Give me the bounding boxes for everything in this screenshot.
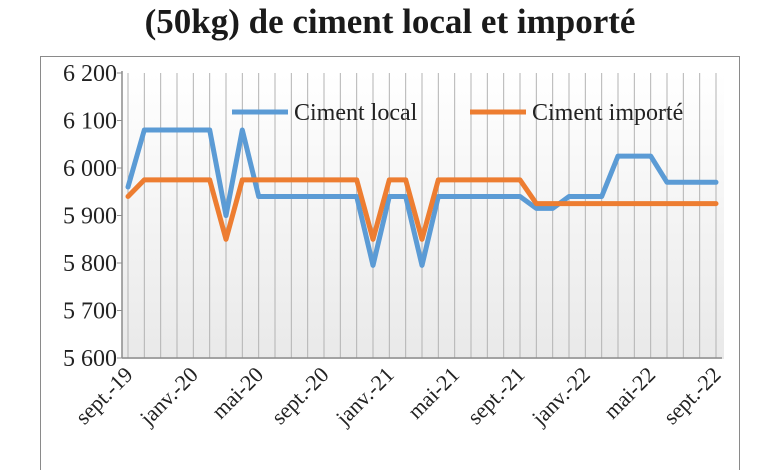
x-tick-label: sept.-22 <box>658 362 725 429</box>
y-tick-label: 6 200 <box>63 61 117 87</box>
y-tick-label: 6 000 <box>63 156 117 182</box>
chart-frame <box>40 56 740 470</box>
legend: Ciment local Ciment importé <box>232 100 683 126</box>
y-tick-label: 5 700 <box>63 299 117 325</box>
legend-label: Ciment importé <box>532 100 683 126</box>
series-line <box>125 127 719 268</box>
x-tick-label: janv.-22 <box>526 362 595 431</box>
y-tick-label: 5 600 <box>63 346 117 372</box>
y-tick-label: 5 900 <box>63 204 117 230</box>
axes <box>117 71 722 359</box>
x-tick-label: sept.-20 <box>266 362 333 429</box>
plot-area <box>122 73 724 359</box>
y-tick-labels: 5 600 5 700 5 800 5 900 6 000 6 100 6 200 <box>63 61 117 372</box>
x-tick-label: sept.-21 <box>462 362 529 429</box>
x-tick-label: mai-22 <box>598 362 660 424</box>
y-tick-label: 6 100 <box>63 109 117 135</box>
legend-label: Ciment local <box>294 100 418 126</box>
x-tick-label: mai-20 <box>206 362 268 424</box>
chart-title: (50kg) de ciment local et importé <box>144 2 636 41</box>
series-lines <box>125 127 719 268</box>
series-line <box>125 177 719 242</box>
x-tick-label: janv.-21 <box>330 362 399 431</box>
y-tick-label: 5 800 <box>63 251 117 277</box>
x-tick-label: janv.-20 <box>134 362 203 431</box>
x-tick-label: mai-21 <box>402 362 464 424</box>
